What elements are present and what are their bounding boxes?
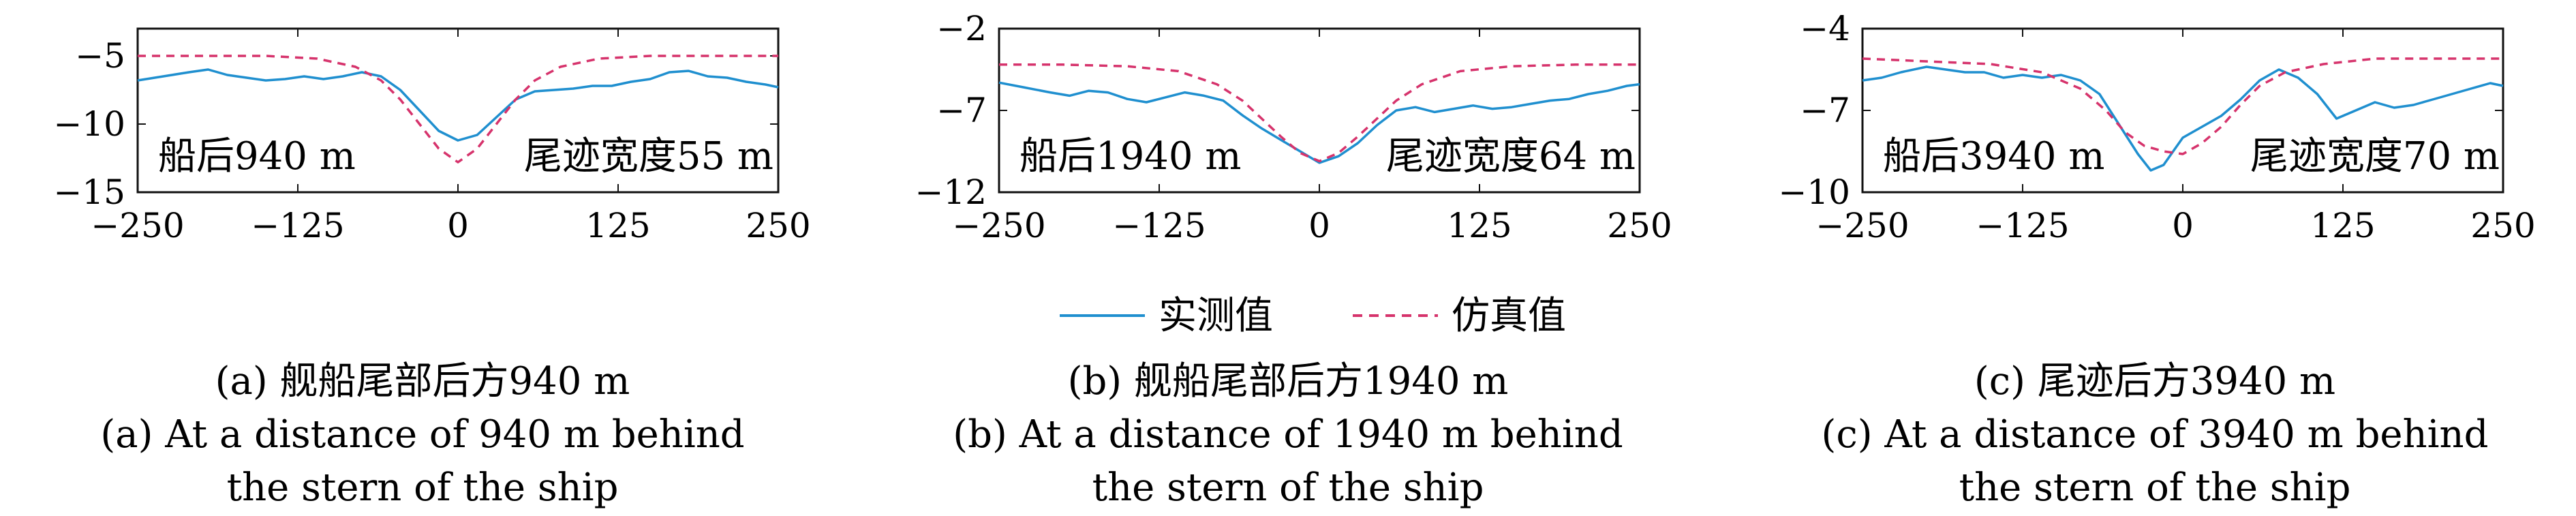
- x-tick-label-a-1: −125: [251, 206, 344, 245]
- panel-a: −250 −125 0 125 250 −5 −10 −15 船后940 m 尾迹宽度55 m: [53, 27, 811, 245]
- series-simulated-c: [1862, 57, 2503, 155]
- annotation-left-c: 船后3940 m: [1883, 134, 2104, 179]
- captions: (a) 舰船尾部后方940 m (a) At a distance of 940…: [100, 359, 2488, 510]
- x-tick-label-b-0: −250: [952, 206, 1045, 245]
- y-tick-label-b-0: −2: [936, 9, 987, 48]
- caption-en1-c: (c) At a distance of 3940 m behind: [1822, 412, 2489, 457]
- series-simulated-a: [138, 55, 778, 164]
- x-tick-label-b-3: 125: [1447, 206, 1512, 245]
- x-tick-label-a-4: 250: [746, 206, 810, 245]
- y-tick-label-c-0: −4: [1800, 9, 1850, 48]
- annotation-right-c: 尾迹宽度70 m: [2250, 134, 2500, 179]
- annotation-right-a: 尾迹宽度55 m: [524, 134, 773, 179]
- caption-cn-a: (a) 舰船尾部后方940 m: [215, 359, 630, 404]
- y-tick-label-c-2: −10: [1778, 172, 1850, 212]
- series-measured-a: [137, 68, 779, 142]
- legend-measured-label: 实测值: [1159, 294, 1273, 338]
- y-tick-label-a-0: −5: [75, 36, 125, 76]
- x-tick-label-c-3: 125: [2310, 206, 2375, 245]
- y-tick-label-a-2: −15: [53, 172, 125, 212]
- legend-simulated-label: 仿真值: [1452, 294, 1566, 338]
- panel-c: −250 −125 0 125 250 −4 −7 −10 船后3940 m 尾迹宽度70 m: [1778, 9, 2535, 245]
- y-tick-label-b-2: −12: [915, 172, 987, 212]
- caption-cn-c: (c) 尾迹后方3940 m: [1974, 359, 2335, 404]
- series-simulated-b: [999, 63, 1640, 163]
- legend: 实测值 仿真值: [1060, 294, 1566, 338]
- series-measured-c: [1862, 65, 2504, 172]
- x-tick-label-b-2: 0: [1308, 206, 1330, 245]
- annotation-left-b: 船后1940 m: [1019, 134, 1241, 179]
- caption-en2-a: the stern of the ship: [227, 466, 619, 510]
- series-measured-b: [998, 81, 1640, 164]
- x-tick-label-c-4: 250: [2470, 206, 2535, 245]
- x-tick-label-c-0: −250: [1815, 206, 1909, 245]
- x-tick-label-b-1: −125: [1112, 206, 1206, 245]
- caption-en1-a: (a) At a distance of 940 m behind: [100, 412, 744, 457]
- panel-b: −250 −125 0 125 250 −2 −7 −12 船后1940 m 尾迹宽度64 m: [915, 9, 1672, 245]
- y-tick-label-a-1: −10: [53, 104, 125, 144]
- annotation-left-a: 船后940 m: [158, 134, 356, 179]
- x-tick-label-a-3: 125: [585, 206, 650, 245]
- caption-en2-b: the stern of the ship: [1092, 466, 1484, 510]
- caption-cn-b: (b) 舰船尾部后方1940 m: [1068, 359, 1509, 404]
- y-tick-label-c-1: −7: [1800, 91, 1850, 130]
- y-tick-label-b-1: −7: [936, 91, 987, 130]
- caption-en2-c: the stern of the ship: [1959, 466, 2351, 510]
- x-tick-label-a-0: −250: [91, 206, 184, 245]
- x-tick-label-c-2: 0: [2172, 206, 2194, 245]
- caption-en1-b: (b) At a distance of 1940 m behind: [953, 412, 1623, 457]
- x-tick-label-c-1: −125: [1976, 206, 2069, 245]
- annotation-right-b: 尾迹宽度64 m: [1386, 134, 1636, 179]
- x-tick-label-b-4: 250: [1607, 206, 1672, 245]
- x-tick-label-a-2: 0: [447, 206, 469, 245]
